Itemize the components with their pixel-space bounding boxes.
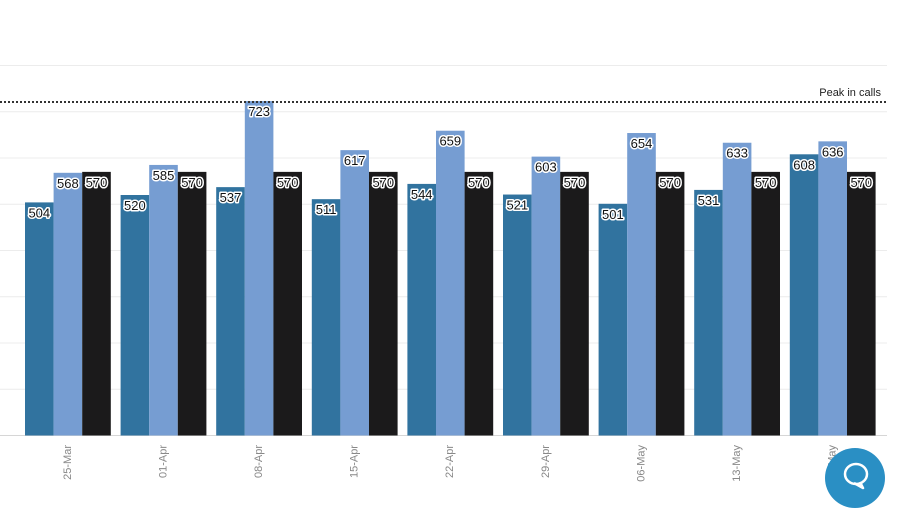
bar-value-label: 570: [659, 175, 681, 190]
bar-value-label: 504: [28, 205, 50, 220]
chat-button[interactable]: [825, 448, 885, 508]
x-tick-label: 01-Apr: [157, 445, 169, 478]
bar: [751, 171, 780, 436]
bar-value-label: 570: [850, 175, 872, 190]
bar: [340, 150, 369, 436]
bar: [273, 171, 302, 436]
bar-value-label: 585: [153, 168, 175, 183]
bar-value-label: 531: [698, 193, 720, 208]
bar: [407, 183, 436, 436]
bar: [177, 171, 207, 436]
bar-value-label: 511: [316, 202, 337, 217]
bar-value-label: 570: [468, 175, 490, 190]
bar-value-label: 570: [86, 175, 108, 190]
bar-value-label: 537: [220, 190, 242, 205]
bar: [598, 203, 628, 436]
bar: [25, 202, 54, 436]
x-tick-labels: 25-Mar 01-Apr 08-Apr 15-Apr 22-Apr 29-Apr 06-M…: [62, 445, 839, 482]
x-tick-label: 08-Apr: [253, 445, 265, 478]
bars: [25, 101, 876, 436]
bar: [244, 101, 274, 436]
bar: [560, 171, 589, 436]
peak-reference: Peak in calls: [0, 87, 887, 103]
chat-bubble-icon: [843, 462, 869, 490]
bar-value-label: 520: [124, 198, 146, 213]
bar: [120, 195, 150, 436]
bar: [464, 171, 494, 436]
bar: [722, 142, 752, 436]
bar-value-label: 501: [602, 207, 624, 222]
bar-value-label: 570: [277, 175, 299, 190]
bar: [655, 171, 685, 436]
x-tick-label: 15-Apr: [349, 445, 361, 478]
x-tick-label: 22-Apr: [444, 445, 456, 478]
bar: [149, 164, 178, 436]
bar: [627, 133, 656, 436]
bar-value-label: 570: [564, 175, 586, 190]
bar: [53, 172, 83, 436]
bar: [847, 171, 876, 436]
bar-value-label: 654: [631, 136, 653, 151]
x-tick-label: 06-May: [635, 445, 647, 482]
bar-value-label: 636: [822, 144, 844, 159]
bar-value-label: 723: [248, 104, 270, 119]
bar-value-label: 521: [506, 198, 528, 213]
bar-value-label: 570: [755, 175, 777, 190]
bar: [694, 189, 723, 436]
bar-value-label: 633: [726, 146, 748, 161]
bar-value-label: 570: [372, 175, 394, 190]
bar: [216, 187, 245, 436]
bar: [369, 171, 398, 436]
bar-value-label: 568: [57, 176, 79, 191]
bar-value-label: 603: [535, 160, 557, 175]
bar-value-label: 570: [181, 175, 203, 190]
bar-value-label: 659: [439, 134, 461, 149]
x-tick-label: 25-Mar: [62, 445, 74, 480]
x-tick-label: 29-Apr: [540, 445, 552, 478]
bar-chart: 504 568 570 520 585 570 537 723 570 511 617 570 544 6…: [0, 65, 887, 482]
bar: [789, 154, 819, 436]
x-tick-label: 13-May: [731, 445, 743, 482]
bar: [436, 130, 465, 436]
bar: [818, 141, 847, 436]
bar-value-label: 608: [793, 157, 815, 172]
bar: [531, 156, 561, 436]
bar: [82, 171, 111, 436]
bar: [503, 194, 532, 436]
peak-label: Peak in calls: [819, 87, 881, 99]
data-labels: 504 568 570 520 585 570 537 723 570 511 617 570 544 6…: [27, 103, 874, 224]
bar-value-label: 617: [344, 153, 366, 168]
bar: [311, 199, 341, 436]
bar-value-label: 544: [411, 187, 433, 202]
